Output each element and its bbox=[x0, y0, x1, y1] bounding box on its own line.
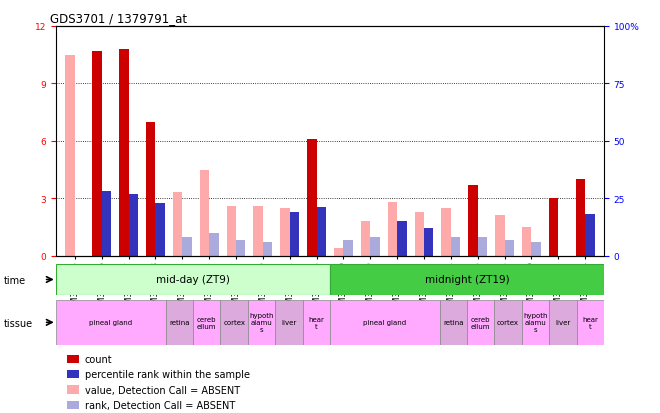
Bar bbox=[200, 170, 209, 256]
Text: cereb
ellum: cereb ellum bbox=[197, 316, 216, 329]
Bar bbox=[361, 222, 370, 256]
Bar bbox=[280, 208, 290, 256]
Text: liver: liver bbox=[281, 320, 296, 325]
Bar bbox=[495, 216, 504, 256]
Bar bbox=[56, 264, 330, 295]
Bar bbox=[182, 238, 191, 256]
Bar bbox=[343, 240, 353, 256]
Bar bbox=[442, 208, 451, 256]
Bar bbox=[290, 213, 299, 256]
Bar bbox=[173, 193, 182, 256]
Bar bbox=[330, 300, 440, 345]
Bar bbox=[56, 300, 166, 345]
Bar bbox=[67, 370, 79, 378]
Text: cortex: cortex bbox=[497, 320, 519, 325]
Bar bbox=[330, 264, 604, 295]
Text: cereb
ellum: cereb ellum bbox=[471, 316, 490, 329]
Bar bbox=[467, 300, 494, 345]
Bar bbox=[146, 122, 156, 256]
Bar bbox=[440, 300, 467, 345]
Bar bbox=[585, 215, 595, 256]
Bar bbox=[414, 212, 424, 256]
Text: retina: retina bbox=[443, 320, 463, 325]
Text: value, Detection Call = ABSENT: value, Detection Call = ABSENT bbox=[84, 385, 240, 395]
Bar bbox=[370, 238, 380, 256]
Bar bbox=[166, 300, 193, 345]
Bar bbox=[236, 240, 246, 256]
Bar bbox=[156, 203, 165, 256]
Bar bbox=[129, 194, 138, 256]
Text: percentile rank within the sample: percentile rank within the sample bbox=[84, 369, 249, 379]
Bar bbox=[478, 238, 487, 256]
Text: cortex: cortex bbox=[223, 320, 245, 325]
Bar bbox=[226, 206, 236, 256]
Bar bbox=[248, 300, 275, 345]
Text: mid-day (ZT9): mid-day (ZT9) bbox=[156, 275, 230, 285]
Bar bbox=[317, 208, 326, 256]
Text: midnight (ZT19): midnight (ZT19) bbox=[424, 275, 510, 285]
Bar bbox=[576, 180, 585, 256]
Bar bbox=[119, 50, 129, 256]
Bar bbox=[65, 55, 75, 256]
Bar bbox=[522, 228, 531, 256]
Bar bbox=[397, 222, 407, 256]
Bar bbox=[577, 300, 604, 345]
Text: pineal gland: pineal gland bbox=[89, 320, 133, 325]
Text: hypoth
alamu
s: hypoth alamu s bbox=[523, 313, 548, 332]
Bar bbox=[521, 300, 549, 345]
Bar bbox=[469, 185, 478, 256]
Bar bbox=[494, 300, 521, 345]
Bar bbox=[253, 206, 263, 256]
Text: time: time bbox=[3, 275, 26, 285]
Bar bbox=[92, 52, 102, 256]
Text: hear
t: hear t bbox=[308, 316, 324, 329]
Bar bbox=[263, 242, 273, 256]
Text: hear
t: hear t bbox=[582, 316, 598, 329]
Bar bbox=[451, 238, 460, 256]
Bar bbox=[531, 242, 541, 256]
Text: liver: liver bbox=[555, 320, 570, 325]
Text: rank, Detection Call = ABSENT: rank, Detection Call = ABSENT bbox=[84, 400, 235, 410]
Bar bbox=[67, 385, 79, 394]
Bar bbox=[67, 355, 79, 363]
Text: GDS3701 / 1379791_at: GDS3701 / 1379791_at bbox=[50, 12, 187, 25]
Bar bbox=[307, 140, 317, 256]
Text: pineal gland: pineal gland bbox=[363, 320, 407, 325]
Bar bbox=[275, 300, 302, 345]
Text: hypoth
alamu
s: hypoth alamu s bbox=[249, 313, 274, 332]
Bar bbox=[549, 300, 577, 345]
Text: count: count bbox=[84, 354, 112, 364]
Text: retina: retina bbox=[169, 320, 189, 325]
Text: tissue: tissue bbox=[3, 318, 32, 328]
Bar bbox=[549, 199, 558, 256]
Bar bbox=[424, 228, 434, 256]
Bar bbox=[67, 401, 79, 409]
Bar bbox=[302, 300, 330, 345]
Bar bbox=[387, 202, 397, 256]
Bar bbox=[334, 248, 343, 256]
Bar bbox=[209, 233, 218, 256]
Bar bbox=[102, 192, 111, 256]
Bar bbox=[220, 300, 248, 345]
Bar bbox=[193, 300, 220, 345]
Bar bbox=[504, 240, 514, 256]
